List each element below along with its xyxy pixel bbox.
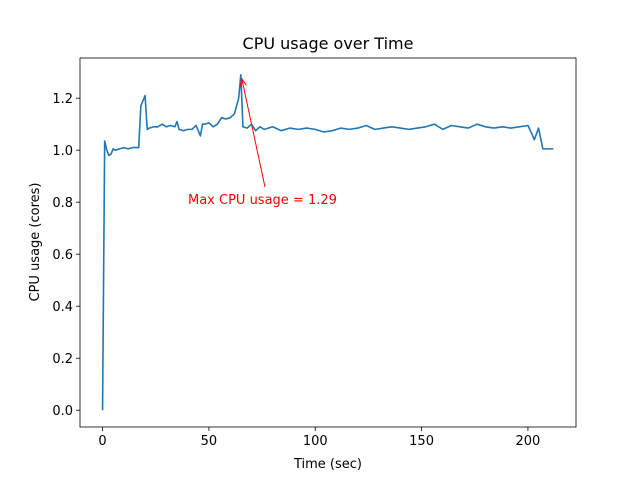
annotation-arrowhead: [239, 77, 247, 87]
y-tick-label: 1.0: [52, 144, 73, 159]
y-tick-label: 0.4: [52, 300, 73, 315]
chart-title: CPU usage over Time: [243, 34, 414, 53]
y-tick-label: 0.0: [52, 404, 73, 419]
x-tick-label: 100: [303, 434, 328, 449]
y-tick-label: 0.8: [52, 196, 73, 211]
x-tick-label: 200: [516, 434, 541, 449]
y-tick-label: 1.2: [52, 92, 73, 107]
x-tick-label: 150: [409, 434, 434, 449]
annotation-text: Max CPU usage = 1.29: [188, 193, 337, 208]
plot-frame: [79, 57, 577, 428]
y-tick-label: 0.2: [52, 352, 73, 367]
x-axis-label: Time (sec): [293, 457, 362, 472]
data-line: [101, 73, 554, 411]
y-axis-label: CPU usage (cores): [28, 183, 43, 302]
x-tick-label: 0: [98, 434, 106, 449]
annotation-arrow: [241, 78, 266, 188]
y-tick-label: 0.6: [52, 248, 73, 263]
x-tick-label: 50: [201, 434, 218, 449]
